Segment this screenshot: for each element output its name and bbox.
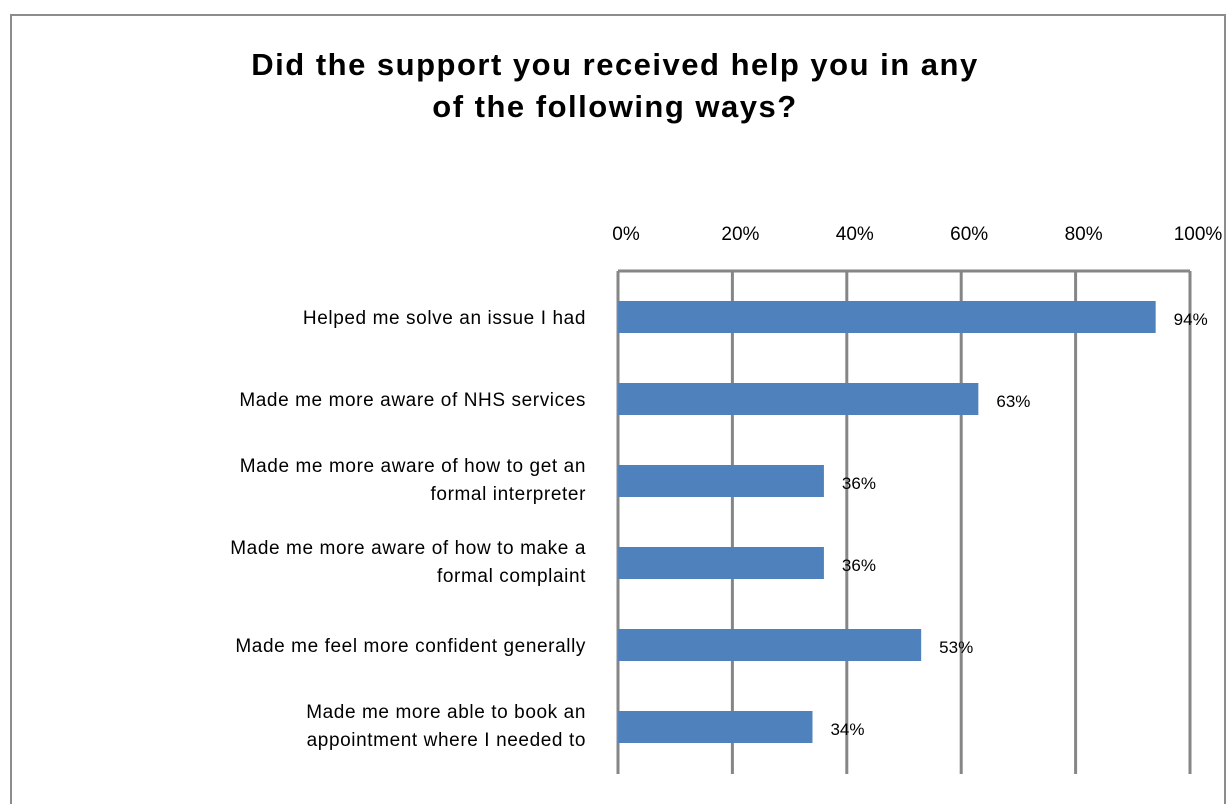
x-tick-label: 60% [950, 224, 988, 245]
category-label-2: formal interpreter [431, 484, 587, 505]
value-label-4: 53% [939, 638, 973, 657]
value-label-2: 36% [842, 474, 876, 493]
category-label-3: Made me more aware of how to make a [230, 538, 586, 559]
x-tick-label: 80% [1065, 224, 1103, 245]
category-label-4: Made me feel more confident generally [235, 636, 586, 657]
chart-title-line-2: of the following ways? [432, 89, 798, 124]
chart-frame [10, 14, 1226, 804]
x-tick-label: 100% [1174, 224, 1223, 245]
category-label-2: Made me more aware of how to get an [240, 456, 586, 477]
category-label-1: Made me more aware of NHS services [239, 390, 586, 411]
value-label-5: 34% [830, 720, 864, 739]
value-label-1: 63% [996, 392, 1030, 411]
bar-3 [618, 547, 824, 579]
x-tick-label: 40% [836, 224, 874, 245]
category-label-3: formal complaint [437, 566, 586, 587]
chart-title: Did the support you received help you in… [40, 44, 1190, 128]
bar-5 [618, 711, 813, 743]
x-tick-label: 20% [721, 224, 759, 245]
x-tick-label: 0% [612, 224, 640, 245]
bar-0 [618, 301, 1156, 333]
category-label-5: appointment where I needed to [307, 730, 586, 751]
bar-2 [618, 465, 824, 497]
bar-1 [618, 383, 979, 415]
bar-4 [618, 629, 922, 661]
value-label-0: 94% [1174, 310, 1208, 329]
chart-title-line-1: Did the support you received help you in… [251, 47, 979, 82]
value-label-3: 36% [842, 556, 876, 575]
category-label-5: Made me more able to book an [306, 702, 586, 723]
category-label-0: Helped me solve an issue I had [303, 308, 586, 329]
